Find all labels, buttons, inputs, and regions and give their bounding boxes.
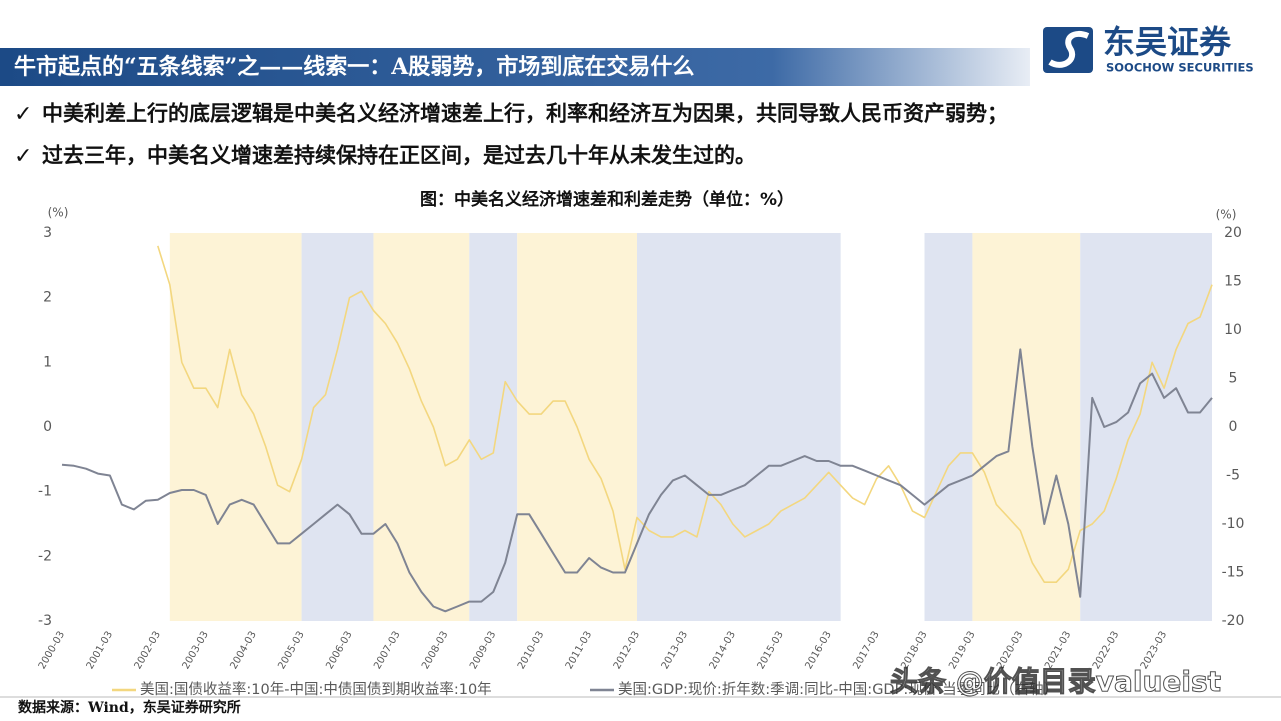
bullet: 过去三年，中美名义增速差持续保持在正区间，是过去几十年从未发生过的。 [42, 143, 756, 168]
data-line [157, 245, 1213, 583]
y-tick-label: -2 [38, 548, 52, 564]
check-icon: ✓ [14, 144, 32, 169]
x-tick-label: 2014-03 [708, 630, 738, 672]
x-tick-label: 2010-03 [516, 630, 546, 672]
shaded-period [924, 233, 973, 621]
shaded-period [972, 233, 1081, 621]
shaded-period [1080, 233, 1212, 621]
x-tick-label: 2011-03 [564, 630, 594, 672]
x-tick-label: 2001-03 [85, 630, 115, 672]
x-tick-label: 2015-03 [756, 630, 786, 672]
y2-tick-label: -20 [1222, 613, 1245, 629]
y2-tick-label: -15 [1222, 565, 1245, 581]
x-tick-label: 2009-03 [468, 630, 498, 672]
shaded-period [637, 233, 841, 621]
x-tick-label: 2002-03 [133, 630, 163, 672]
shaded-period [469, 233, 518, 621]
x-tick-label: 2004-03 [228, 630, 258, 672]
shaded-period [373, 233, 470, 621]
legend-label: 美国:国债收益率:10年-中国:中债国债到期收益率:10年 [140, 681, 492, 698]
title-bar [0, 48, 1030, 86]
logo-name: 东吴证券 [1103, 23, 1232, 61]
logo-icon [1043, 27, 1093, 73]
x-tick-label: 2012-03 [612, 630, 642, 672]
y2-tick-label: 20 [1224, 225, 1242, 241]
x-tick-label: 2016-03 [803, 630, 833, 672]
shaded-period [301, 233, 374, 621]
y2-tick-label: 5 [1229, 371, 1238, 387]
y2-axis-unit: (%) [1216, 208, 1237, 222]
x-tick-label: 2008-03 [420, 630, 450, 672]
shaded-period [169, 233, 302, 621]
watermark: 头条 @价值目录valueist [890, 665, 1221, 698]
y2-tick-label: 0 [1229, 419, 1238, 435]
y2-tick-label: 15 [1224, 274, 1242, 290]
x-tick-label: 2005-03 [276, 630, 306, 672]
chart-title: 图：中美名义经济增速差和利差走势（单位：%） [420, 189, 794, 210]
check-icon: ✓ [14, 102, 32, 127]
bullet: 中美利差上行的底层逻辑是中美名义经济增速差上行，利率和经济互为因果，共同导致人民… [42, 101, 1008, 126]
legend-label: 美国:GDP:现价:折年数:季调:同比-中国:GDP:现价:当季同比（右轴） [618, 681, 1058, 698]
x-tick-label: 2000-03 [37, 630, 67, 672]
x-tick-label: 2006-03 [324, 630, 354, 672]
slide-title: 牛市起点的“五条线索”之——线索一：A股弱势，市场到底在交易什么 [14, 54, 694, 80]
y2-tick-label: -10 [1222, 516, 1245, 532]
y-tick-label: 0 [43, 419, 52, 435]
y-axis-unit: (%) [48, 206, 69, 220]
x-tick-label: 2017-03 [851, 630, 881, 672]
x-tick-label: 2007-03 [372, 630, 402, 672]
y2-tick-label: -5 [1226, 468, 1240, 484]
y-tick-label: 1 [43, 354, 52, 370]
y-tick-label: -1 [38, 484, 52, 500]
x-tick-label: 2003-03 [181, 630, 211, 672]
y-tick-label: -3 [38, 613, 52, 629]
y2-tick-label: 10 [1224, 322, 1242, 338]
y-tick-label: 2 [43, 290, 52, 306]
logo-sub: SOOCHOW SECURITIES [1106, 61, 1254, 75]
source: 数据来源：Wind，东吴证券研究所 [18, 699, 241, 716]
data-line [61, 348, 1213, 613]
y-tick-label: 3 [43, 225, 52, 241]
x-tick-label: 2013-03 [660, 630, 690, 672]
